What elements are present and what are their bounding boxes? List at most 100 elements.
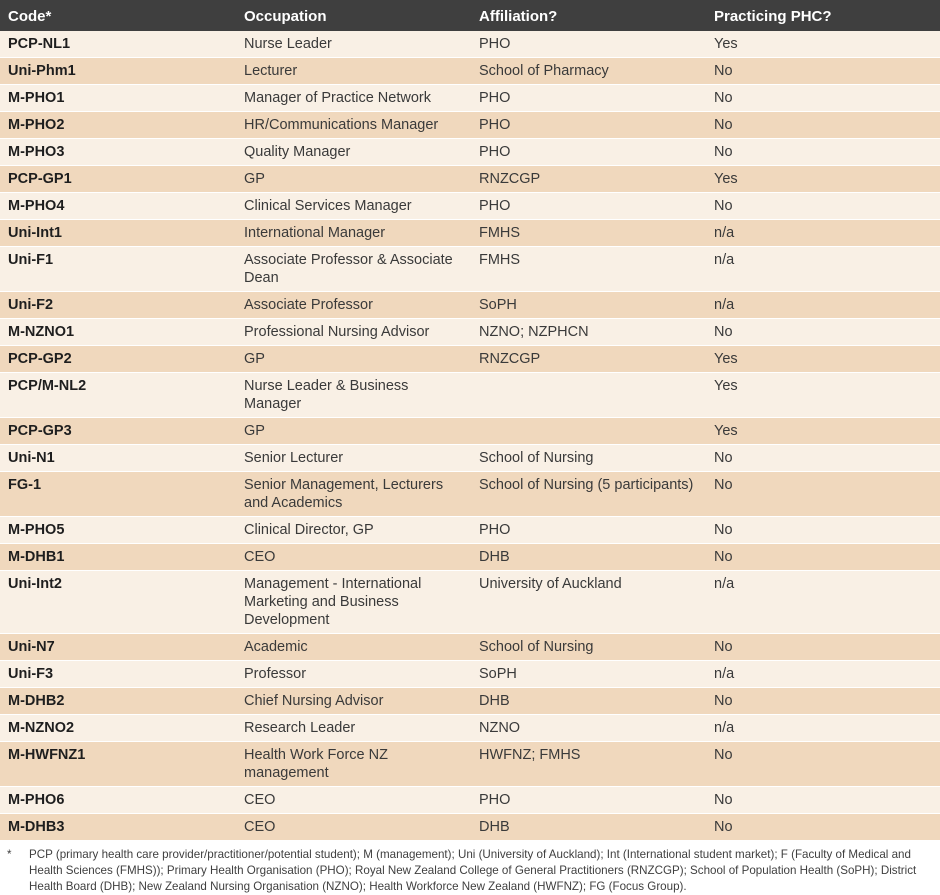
table-row: PCP-NL1 Nurse Leader PHO Yes	[0, 31, 940, 58]
cell-affiliation: University of Auckland	[472, 570, 707, 634]
cell-code: M-DHB2	[0, 687, 237, 715]
cell-affiliation: DHB	[472, 543, 707, 571]
cell-code: Uni-Int2	[0, 570, 237, 634]
participants-table-container: Code* Occupation Affiliation? Practicing…	[0, 0, 940, 841]
table-header: Code* Occupation Affiliation? Practicing…	[0, 0, 940, 31]
cell-practicing-phc: No	[707, 786, 940, 814]
cell-occupation: Health Work Force NZ management	[237, 741, 472, 787]
cell-practicing-phc: No	[707, 687, 940, 715]
cell-practicing-phc: Yes	[707, 372, 940, 418]
cell-code: M-DHB3	[0, 813, 237, 841]
cell-affiliation: School of Nursing	[472, 444, 707, 472]
cell-code: Uni-F1	[0, 246, 237, 292]
cell-affiliation: SoPH	[472, 660, 707, 688]
cell-occupation: Associate Professor & Associate Dean	[237, 246, 472, 292]
cell-practicing-phc: Yes	[707, 417, 940, 445]
cell-practicing-phc: n/a	[707, 219, 940, 247]
cell-practicing-phc: n/a	[707, 246, 940, 292]
cell-occupation: Management - International Marketing and…	[237, 570, 472, 634]
cell-code: PCP/M-NL2	[0, 372, 237, 418]
cell-affiliation: PHO	[472, 786, 707, 814]
table-row: Uni-N7 Academic School of Nursing No	[0, 633, 940, 661]
table-row: Uni-F2 Associate Professor SoPH n/a	[0, 291, 940, 319]
cell-occupation: Associate Professor	[237, 291, 472, 319]
cell-code: M-PHO6	[0, 786, 237, 814]
cell-affiliation	[472, 417, 707, 445]
table-row: Uni-F1 Associate Professor & Associate De…	[0, 246, 940, 292]
cell-practicing-phc: n/a	[707, 714, 940, 742]
cell-affiliation: School of Pharmacy	[472, 57, 707, 85]
cell-occupation: Nurse Leader	[237, 31, 472, 58]
table-row: M-HWFNZ1 Health Work Force NZ management H…	[0, 741, 940, 787]
cell-occupation: Clinical Services Manager	[237, 192, 472, 220]
cell-practicing-phc: No	[707, 516, 940, 544]
table-row: Uni-Int1 International Manager FMHS n/a	[0, 219, 940, 247]
header-affiliation: Affiliation?	[479, 7, 558, 25]
cell-code: Uni-Phm1	[0, 57, 237, 85]
cell-code: Uni-F2	[0, 291, 237, 319]
header-occupation: Occupation	[244, 7, 327, 25]
cell-code: M-PHO3	[0, 138, 237, 166]
header-practicing-phc: Practicing PHC?	[714, 7, 832, 25]
cell-affiliation: DHB	[472, 687, 707, 715]
cell-occupation: CEO	[237, 543, 472, 571]
table-row: PCP-GP2 GP RNZCGP Yes	[0, 345, 940, 373]
cell-occupation: Senior Lecturer	[237, 444, 472, 472]
cell-practicing-phc: No	[707, 192, 940, 220]
table-row: Uni-F3 Professor SoPH n/a	[0, 660, 940, 688]
cell-practicing-phc: No	[707, 543, 940, 571]
cell-practicing-phc: No	[707, 111, 940, 139]
cell-occupation: GP	[237, 417, 472, 445]
cell-practicing-phc: No	[707, 84, 940, 112]
table-row: M-DHB3 CEO DHB No	[0, 813, 940, 841]
cell-code: PCP-NL1	[0, 31, 237, 58]
cell-practicing-phc: n/a	[707, 291, 940, 319]
cell-occupation: GP	[237, 345, 472, 373]
participants-table: Code* Occupation Affiliation? Practicing…	[0, 0, 940, 841]
table-row: M-PHO1 Manager of Practice Network PHO No	[0, 84, 940, 112]
cell-occupation: Academic	[237, 633, 472, 661]
cell-affiliation: School of Nursing (5 participants)	[472, 471, 707, 517]
cell-occupation: Clinical Director, GP	[237, 516, 472, 544]
cell-practicing-phc: Yes	[707, 31, 940, 58]
table-row: FG-1 Senior Management, Lecturers and Aca…	[0, 471, 940, 517]
cell-affiliation: PHO	[472, 138, 707, 166]
cell-practicing-phc: No	[707, 57, 940, 85]
cell-occupation: CEO	[237, 813, 472, 841]
cell-affiliation: PHO	[472, 31, 707, 58]
cell-affiliation: NZNO	[472, 714, 707, 742]
cell-practicing-phc: No	[707, 471, 940, 517]
table-row: M-NZNO1 Professional Nursing Advisor NZNO;…	[0, 318, 940, 346]
cell-code: M-PHO5	[0, 516, 237, 544]
cell-occupation: Lecturer	[237, 57, 472, 85]
cell-affiliation: PHO	[472, 516, 707, 544]
cell-code: FG-1	[0, 471, 237, 517]
cell-practicing-phc: No	[707, 444, 940, 472]
cell-code: M-HWFNZ1	[0, 741, 237, 787]
cell-practicing-phc: No	[707, 741, 940, 787]
cell-affiliation: School of Nursing	[472, 633, 707, 661]
table-row: M-PHO3 Quality Manager PHO No	[0, 138, 940, 166]
cell-code: Uni-Int1	[0, 219, 237, 247]
table-row: M-PHO2 HR/Communications Manager PHO No	[0, 111, 940, 139]
table-body: PCP-NL1 Nurse Leader PHO Yes Uni-Phm1 Lecture…	[0, 31, 940, 841]
cell-occupation: International Manager	[237, 219, 472, 247]
table-row: M-DHB1 CEO DHB No	[0, 543, 940, 571]
cell-occupation: Research Leader	[237, 714, 472, 742]
cell-affiliation: PHO	[472, 192, 707, 220]
cell-occupation: Manager of Practice Network	[237, 84, 472, 112]
cell-occupation: Professional Nursing Advisor	[237, 318, 472, 346]
cell-affiliation: FMHS	[472, 219, 707, 247]
cell-code: M-NZNO2	[0, 714, 237, 742]
cell-occupation: GP	[237, 165, 472, 193]
cell-code: M-PHO2	[0, 111, 237, 139]
cell-practicing-phc: No	[707, 813, 940, 841]
table-row: Uni-N1 Senior Lecturer School of Nursing No	[0, 444, 940, 472]
cell-code: Uni-F3	[0, 660, 237, 688]
footnote: * PCP (primary health care provider/prac…	[0, 847, 940, 895]
cell-affiliation: SoPH	[472, 291, 707, 319]
cell-code: PCP-GP1	[0, 165, 237, 193]
header-code: Code*	[8, 7, 52, 25]
cell-affiliation: HWFNZ; FMHS	[472, 741, 707, 787]
cell-code: M-PHO1	[0, 84, 237, 112]
